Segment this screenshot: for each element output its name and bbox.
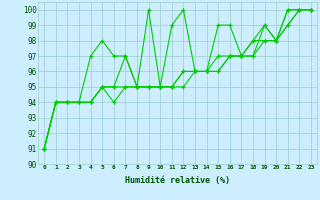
X-axis label: Humidité relative (%): Humidité relative (%) <box>125 176 230 185</box>
